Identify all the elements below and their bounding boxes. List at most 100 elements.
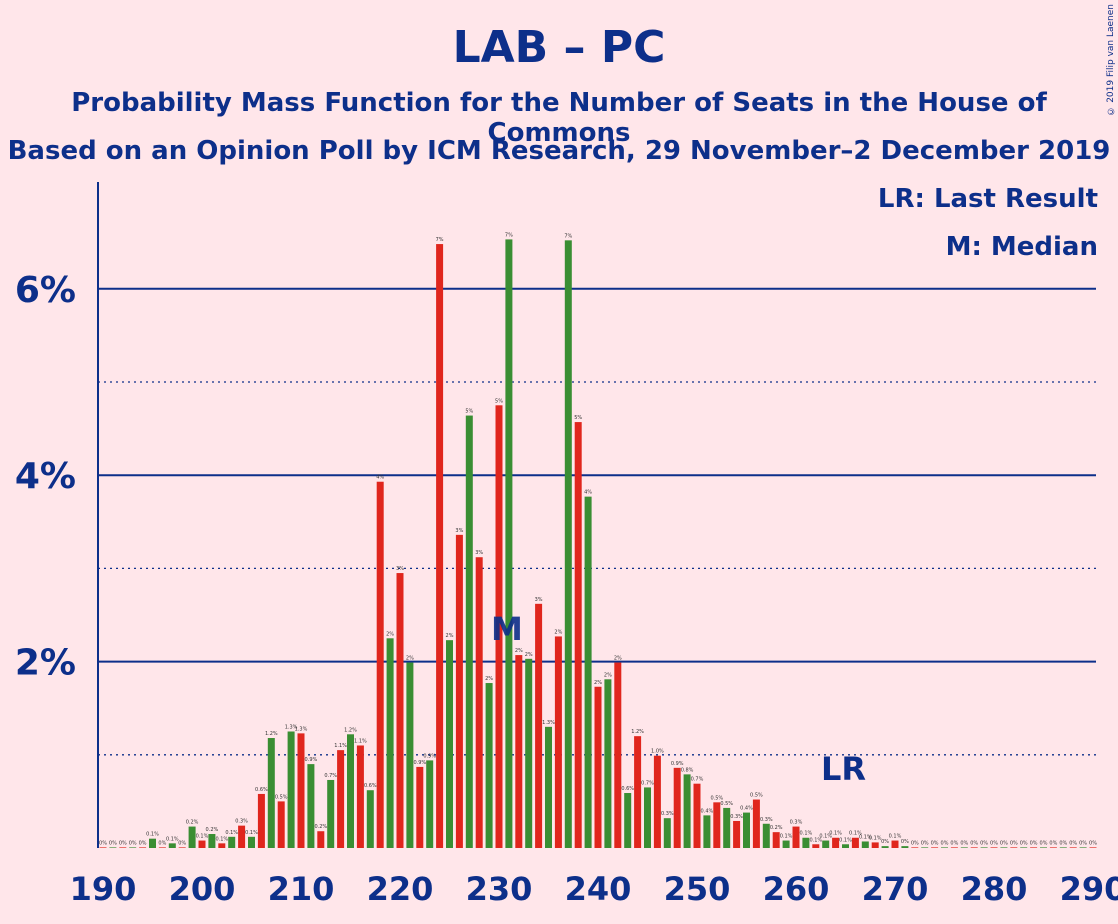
bar-label-208: 0.5%: [275, 794, 288, 800]
x-tick-label: 240: [565, 870, 632, 908]
bar-192: [119, 847, 127, 848]
bar-193: [129, 847, 137, 848]
bar-196: [158, 847, 166, 848]
bar-211: [307, 764, 315, 848]
bar-label-195: 0.1%: [146, 832, 159, 838]
bar-227: [465, 415, 473, 848]
bar-label-277: 0%: [960, 840, 968, 846]
bar-199: [188, 826, 196, 848]
bar-label-207: 1.2%: [265, 731, 278, 737]
bar-245: [644, 787, 651, 848]
bar-label-266: 0.1%: [849, 831, 862, 837]
bar-281: [1000, 847, 1008, 848]
bar-label-242: 2%: [614, 656, 622, 662]
bar-label-278: 0%: [970, 840, 978, 846]
bar-label-196: 0%: [158, 840, 166, 846]
bar-238: [574, 422, 582, 848]
bar-290: [1089, 847, 1097, 848]
bar-label-288: 0%: [1069, 840, 1077, 846]
x-tick-label: 210: [268, 870, 335, 908]
bar-236: [554, 636, 562, 848]
bar-label-283: 0%: [1020, 840, 1028, 846]
bar-label-190: 0%: [99, 840, 107, 846]
bar-label-227: 5%: [465, 409, 473, 415]
x-tick-label: 290: [1060, 870, 1118, 908]
bar-285: [1040, 847, 1047, 848]
bar-label-239: 4%: [584, 490, 592, 496]
bar-label-243: 0.6%: [621, 786, 634, 792]
bar-label-247: 0.3%: [661, 811, 674, 817]
bar-label-241: 2%: [604, 672, 612, 678]
bar-218: [376, 481, 384, 848]
bar-198: [178, 847, 186, 848]
bar-label-254: 0.3%: [730, 814, 743, 820]
bar-label-289: 0%: [1079, 840, 1087, 846]
bar-label-253: 0.5%: [720, 801, 733, 807]
bar-label-217: 0.6%: [364, 783, 377, 789]
bar-222: [416, 766, 424, 848]
bar-221: [406, 662, 414, 848]
bar-229: [485, 683, 493, 848]
bar-label-268: 0.1%: [869, 835, 882, 841]
bar-label-282: 0%: [1010, 840, 1018, 846]
bars: 0% 0% 0% 0% 0%0.1%0%0.1%0%0.2%0.1%0.2%0.1%0.…: [99, 232, 1097, 849]
bar-label-248: 0.9%: [671, 761, 684, 767]
bar-244: [634, 736, 642, 848]
bar-label-263: 0.1%: [819, 834, 832, 840]
bar-label-236: 2%: [554, 629, 562, 635]
x-tick-label: 200: [169, 870, 236, 908]
bar-271: [901, 846, 909, 848]
bar-220: [396, 573, 404, 848]
bar-224: [436, 244, 444, 849]
bar-label-272: 0%: [911, 840, 919, 846]
bar-233: [525, 658, 533, 848]
bar-label-216: 1.1%: [354, 738, 367, 744]
median-marker: M: [491, 610, 523, 648]
bar-219: [386, 638, 394, 848]
bar-256: [752, 799, 760, 848]
bar-label-274: 0%: [931, 840, 939, 846]
bar-259: [782, 840, 790, 848]
bar-label-235: 1.3%: [542, 720, 555, 726]
bar-231: [505, 239, 513, 849]
bar-label-199: 0.2%: [186, 820, 199, 826]
bar-label-275: 0%: [941, 840, 949, 846]
bar-label-224: 7%: [436, 237, 444, 243]
bar-label-251: 0.4%: [701, 808, 714, 814]
bar-label-260: 0.3%: [790, 820, 803, 826]
bar-209: [287, 731, 295, 848]
legend-median: M: Median: [945, 232, 1098, 262]
bar-278: [970, 847, 978, 848]
bar-226: [455, 534, 463, 848]
bar-216: [356, 745, 364, 848]
bar-228: [475, 557, 483, 848]
bar-label-240: 2%: [594, 680, 602, 686]
bar-225: [446, 640, 453, 848]
bar-288: [1069, 847, 1077, 848]
bar-212: [317, 831, 325, 848]
bar-286: [1049, 847, 1057, 848]
bar-230: [495, 405, 503, 848]
bar-277: [960, 847, 968, 848]
bar-label-221: 2%: [406, 656, 414, 662]
bar-232: [515, 655, 523, 848]
bar-252: [713, 802, 721, 848]
bar-215: [347, 734, 354, 848]
bar-280: [990, 847, 998, 848]
bar-label-279: 0%: [980, 840, 988, 846]
bar-label-212: 0.2%: [314, 824, 327, 830]
bar-label-210: 1.3%: [295, 726, 308, 732]
bar-255: [743, 812, 750, 848]
bar-label-228: 3%: [475, 550, 483, 556]
bar-283: [1020, 847, 1028, 848]
bar-label-201: 0.2%: [206, 827, 219, 833]
bar-label-270: 0.1%: [889, 834, 902, 840]
bar-label-256: 0.5%: [750, 793, 763, 799]
bar-237: [564, 240, 572, 848]
bar-273: [921, 847, 929, 848]
bar-206: [257, 793, 265, 848]
bar-label-191: 0%: [109, 840, 117, 846]
bar-213: [327, 779, 335, 848]
bar-label-204: 0.3%: [235, 819, 248, 825]
